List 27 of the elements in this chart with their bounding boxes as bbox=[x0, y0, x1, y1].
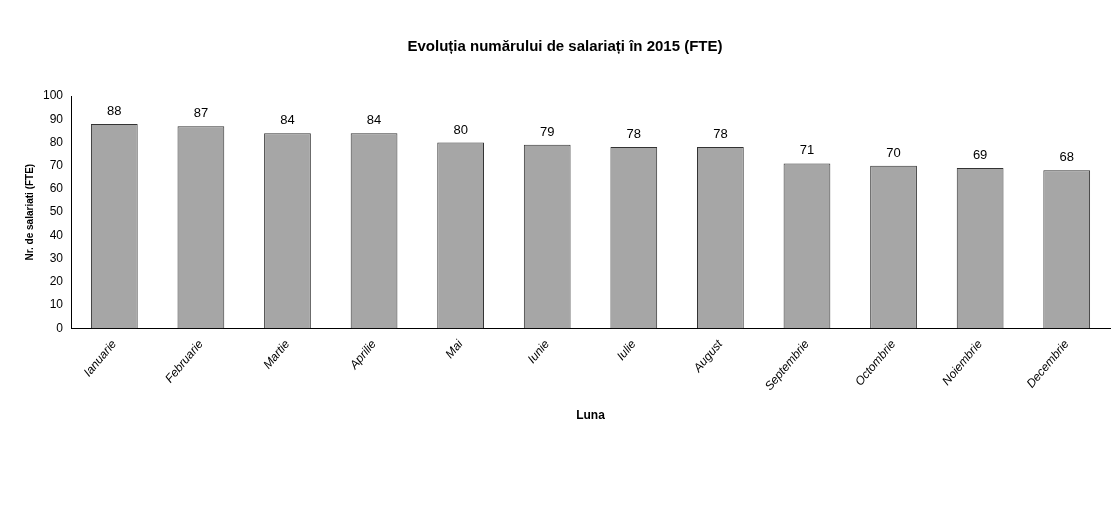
data-label: 88 bbox=[107, 102, 122, 118]
data-label: 78 bbox=[626, 126, 642, 142]
data-label: 87 bbox=[193, 105, 209, 121]
data-label: 78 bbox=[713, 126, 728, 142]
x-axis-title: Luna bbox=[576, 408, 606, 423]
y-tick-label: 90 bbox=[49, 111, 64, 126]
x-tick-label: Iulie bbox=[613, 336, 639, 363]
y-tick-label: 80 bbox=[49, 134, 64, 149]
data-label: 71 bbox=[799, 142, 815, 158]
y-tick-label: 40 bbox=[49, 227, 64, 242]
y-tick-label: 70 bbox=[49, 158, 64, 173]
y-tick-label: 50 bbox=[49, 204, 64, 219]
y-tick-label: 0 bbox=[56, 320, 64, 335]
chart-title: Evoluția numărului de salariați în 2015 (FTE) bbox=[407, 37, 723, 55]
data-label: 84 bbox=[280, 112, 295, 128]
data-label: 80 bbox=[453, 121, 468, 137]
data-label: 84 bbox=[366, 112, 382, 128]
data-label: 79 bbox=[539, 123, 555, 139]
y-tick-label: 20 bbox=[49, 274, 64, 289]
data-label: 70 bbox=[886, 144, 901, 160]
y-tick-label: 60 bbox=[49, 181, 64, 196]
y-tick-label: 100 bbox=[42, 88, 64, 103]
y-tick-label: 10 bbox=[49, 297, 64, 312]
y-axis-title: Nr. de salariati (FTE) bbox=[23, 163, 35, 261]
data-label: 68 bbox=[1059, 149, 1074, 165]
y-tick-label: 30 bbox=[49, 250, 64, 265]
data-label: 69 bbox=[972, 147, 988, 163]
